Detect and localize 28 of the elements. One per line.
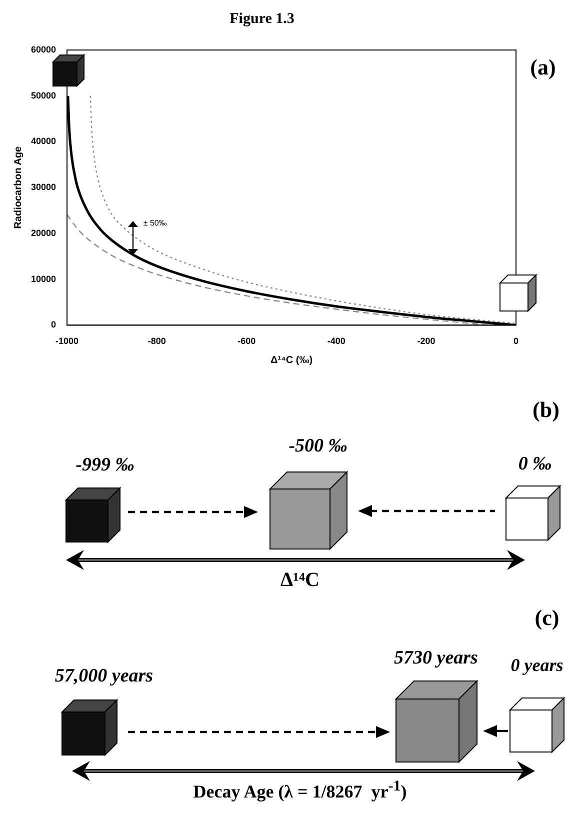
y-tick-label: 50000 <box>30 90 56 100</box>
text: -999 ‰ <box>76 454 134 476</box>
text: (a) <box>530 54 556 80</box>
text: Decay Age (λ = 1/8267 yr$^{-1}$) <box>193 778 407 802</box>
x-tick-label: -1000 <box>56 336 79 346</box>
y-tick-label: 10000 <box>30 274 56 284</box>
y-tick-label: 60000 <box>30 44 56 54</box>
text: -500 ‰ <box>288 436 348 456</box>
chart-title: Figure 1.3 <box>230 10 294 27</box>
text: 0 years <box>510 655 564 675</box>
x-tick-label: -600 <box>238 336 256 346</box>
y-axis-title: Radiocarbon Age <box>12 146 24 229</box>
x-tick-label: -800 <box>148 336 166 346</box>
text: 5730 years <box>394 648 478 668</box>
x-tick-label: -400 <box>327 336 346 346</box>
text: (b) <box>532 397 560 422</box>
y-tick-label: 40000 <box>30 136 56 146</box>
x-tick-label: 0 <box>513 336 519 346</box>
annotation: ± 50‰ <box>143 218 167 228</box>
x-axis-title: Δ¹⁴C (‰) <box>270 354 313 366</box>
x-tick-label: -200 <box>417 336 436 346</box>
text: 0 ‰ <box>518 454 552 474</box>
y-tick-label: 0 <box>51 320 56 330</box>
y-tick-label: 30000 <box>30 182 56 192</box>
y-tick-label: 20000 <box>30 228 56 238</box>
text: Δ¹⁴C <box>280 569 320 591</box>
text: 57,000 years <box>54 666 154 686</box>
text: (c) <box>534 605 560 630</box>
